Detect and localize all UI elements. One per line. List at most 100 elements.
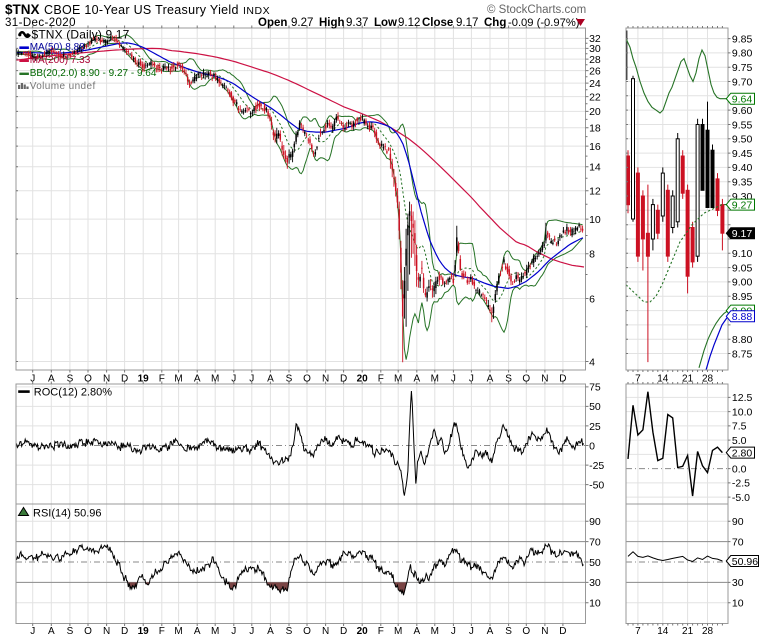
svg-text:14: 14 xyxy=(589,162,601,174)
svg-text:10: 10 xyxy=(732,598,744,610)
svg-text:S: S xyxy=(505,626,512,637)
svg-text:32: 32 xyxy=(589,33,601,45)
svg-text:A: A xyxy=(413,374,420,385)
svg-text:A: A xyxy=(48,374,55,385)
svg-text:J: J xyxy=(469,626,474,637)
svg-text:9.27: 9.27 xyxy=(291,17,313,29)
svg-text:-2.5: -2.5 xyxy=(732,478,750,490)
svg-text:D: D xyxy=(121,626,128,637)
svg-text:RSI(14) 50.96: RSI(14) 50.96 xyxy=(33,508,101,520)
svg-text:9.37: 9.37 xyxy=(346,17,368,29)
svg-text:J: J xyxy=(231,626,236,637)
svg-text:14: 14 xyxy=(657,626,669,637)
svg-text:S: S xyxy=(67,626,74,637)
svg-text:9.17: 9.17 xyxy=(456,17,478,29)
svg-text:8.75: 8.75 xyxy=(732,348,753,360)
svg-text:N: N xyxy=(103,626,110,637)
svg-text:F: F xyxy=(378,374,384,385)
svg-text:J: J xyxy=(231,374,236,385)
svg-text:30: 30 xyxy=(589,43,601,55)
svg-text:0.0: 0.0 xyxy=(732,463,747,475)
svg-text:9.35: 9.35 xyxy=(732,177,753,189)
svg-text:9.80: 9.80 xyxy=(732,48,753,60)
svg-text:90: 90 xyxy=(732,516,744,528)
svg-text:A: A xyxy=(194,626,201,637)
svg-text:S: S xyxy=(286,626,293,637)
svg-text:9.64: 9.64 xyxy=(732,94,753,106)
svg-text:$TNX: $TNX xyxy=(5,2,40,17)
svg-text:F: F xyxy=(378,626,384,637)
svg-text:D: D xyxy=(340,374,347,385)
svg-text:9.27: 9.27 xyxy=(732,199,753,211)
svg-text:-0.09 (-0.97%): -0.09 (-0.97%) xyxy=(508,17,580,29)
svg-text:9.70: 9.70 xyxy=(732,76,753,88)
svg-text:25: 25 xyxy=(589,421,601,433)
svg-text:M: M xyxy=(211,374,219,385)
svg-text:A: A xyxy=(194,374,201,385)
svg-text:6: 6 xyxy=(589,293,595,305)
svg-text:4: 4 xyxy=(589,356,595,368)
svg-text:Open: Open xyxy=(258,17,287,29)
svg-text:A: A xyxy=(487,626,494,637)
svg-text:10: 10 xyxy=(589,214,601,226)
svg-text:70: 70 xyxy=(732,536,744,548)
svg-text:8: 8 xyxy=(589,249,595,261)
svg-text:21: 21 xyxy=(682,374,694,385)
svg-text:N: N xyxy=(541,626,548,637)
svg-text:Low: Low xyxy=(374,17,397,29)
svg-text:F: F xyxy=(159,374,165,385)
svg-text:J: J xyxy=(30,626,35,637)
svg-text:20: 20 xyxy=(589,106,601,118)
svg-text:F: F xyxy=(159,626,165,637)
svg-text:Volume undef: Volume undef xyxy=(30,81,96,92)
svg-text:0: 0 xyxy=(589,440,595,452)
svg-text:MA(200) 7.33: MA(200) 7.33 xyxy=(30,55,91,66)
svg-text:M: M xyxy=(394,374,402,385)
svg-text:28: 28 xyxy=(589,54,601,66)
svg-text:90: 90 xyxy=(589,516,601,528)
svg-text:19: 19 xyxy=(138,626,150,637)
svg-text:© StockCharts.com: © StockCharts.com xyxy=(487,4,586,16)
svg-text:S: S xyxy=(286,374,293,385)
svg-text:21: 21 xyxy=(682,626,694,637)
svg-text:O: O xyxy=(303,626,311,637)
svg-text:30: 30 xyxy=(589,577,601,589)
svg-text:N: N xyxy=(103,374,110,385)
svg-text:20: 20 xyxy=(357,374,369,385)
svg-text:8.88: 8.88 xyxy=(732,311,753,323)
svg-text:16: 16 xyxy=(589,141,601,153)
svg-text:M: M xyxy=(431,374,439,385)
svg-text:N: N xyxy=(322,626,329,637)
svg-text:9.17: 9.17 xyxy=(732,228,753,240)
svg-text:5.0: 5.0 xyxy=(732,435,747,447)
svg-text:D: D xyxy=(559,626,566,637)
svg-text:O: O xyxy=(522,374,530,385)
svg-text:N: N xyxy=(541,374,548,385)
svg-text:50: 50 xyxy=(589,401,601,413)
svg-text:INDX: INDX xyxy=(243,5,270,17)
svg-text:High: High xyxy=(319,17,345,29)
svg-text:A: A xyxy=(267,374,274,385)
svg-text:8.80: 8.80 xyxy=(732,334,753,346)
svg-text:M: M xyxy=(431,626,439,637)
svg-text:J: J xyxy=(249,626,254,637)
svg-text:26: 26 xyxy=(589,65,601,77)
svg-text:J: J xyxy=(451,374,456,385)
svg-text:9.05: 9.05 xyxy=(732,262,753,274)
svg-text:Close: Close xyxy=(422,17,453,29)
svg-text:10.0: 10.0 xyxy=(732,406,753,418)
svg-text:M: M xyxy=(211,626,219,637)
svg-text:N: N xyxy=(322,374,329,385)
svg-text:9.50: 9.50 xyxy=(732,134,753,146)
svg-text:M: M xyxy=(174,374,182,385)
svg-text:CBOE 10-Year US Treasury Yield: CBOE 10-Year US Treasury Yield xyxy=(44,3,239,17)
svg-text:18: 18 xyxy=(589,123,601,135)
svg-text:M: M xyxy=(174,626,182,637)
svg-text:7.5: 7.5 xyxy=(732,421,747,433)
svg-text:7: 7 xyxy=(635,374,641,385)
svg-text:12.5: 12.5 xyxy=(732,392,753,404)
svg-text:9.00: 9.00 xyxy=(732,277,753,289)
svg-text:14: 14 xyxy=(657,374,669,385)
svg-text:7: 7 xyxy=(635,626,641,637)
svg-text:S: S xyxy=(67,374,74,385)
